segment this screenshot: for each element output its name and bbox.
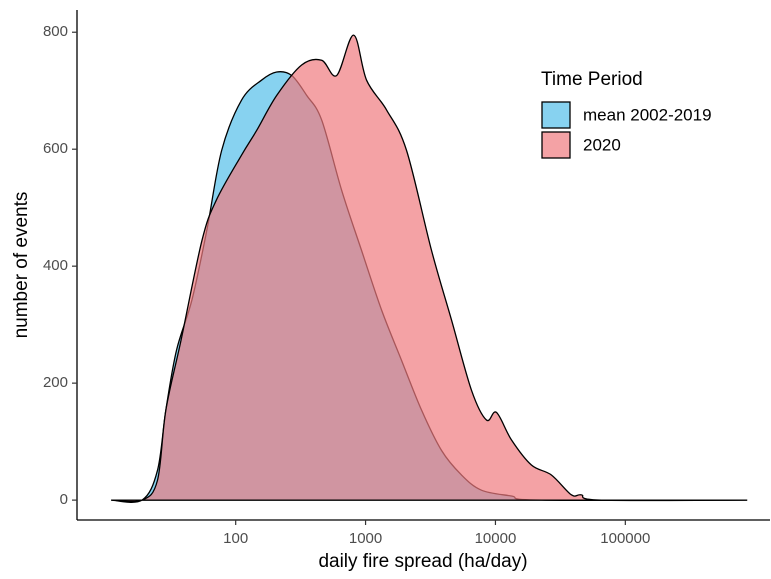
x-axis-title: daily fire spread (ha/day) [318, 551, 527, 572]
legend-label: 2020 [583, 135, 621, 154]
legend-swatch [541, 101, 571, 129]
legend-label: mean 2002-2019 [583, 105, 712, 124]
y-tick-label: 600 [43, 140, 68, 157]
x-tick-label: 100 [223, 530, 248, 547]
y-axis-title: number of events [11, 192, 32, 339]
x-tick-label: 10000 [475, 530, 517, 547]
legend-title: Time Period [541, 69, 643, 90]
area [111, 34, 748, 503]
y-tick-label: 400 [43, 257, 68, 274]
y-tick-label: 800 [43, 23, 68, 40]
legend-swatch [541, 131, 571, 159]
y-tick-label: 0 [60, 491, 68, 508]
x-tick-label: 1000 [349, 530, 382, 547]
y-tick-label: 200 [43, 374, 68, 391]
x-tick-label: 100000 [600, 530, 650, 547]
